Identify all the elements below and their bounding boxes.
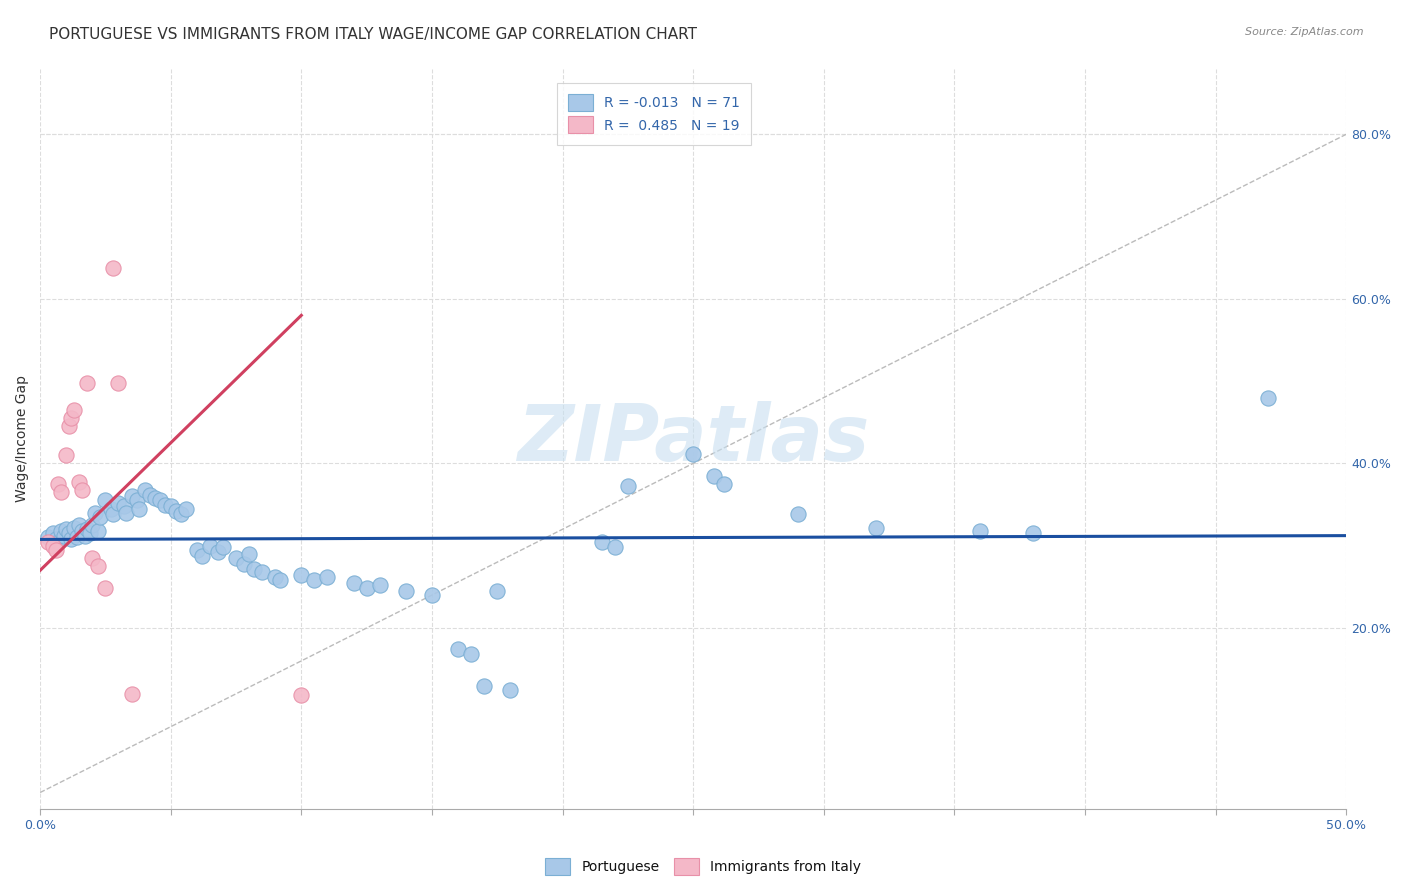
- Point: [447, 641, 470, 656]
- Point: [100, 501, 122, 516]
- Point: [48, 534, 70, 549]
- Point: [107, 496, 129, 510]
- Point: [703, 468, 725, 483]
- Point: [304, 574, 326, 588]
- Text: ZIPatlas: ZIPatlas: [517, 401, 869, 476]
- Point: [60, 532, 83, 546]
- Point: [165, 504, 187, 518]
- Text: Source: ZipAtlas.com: Source: ZipAtlas.com: [1246, 27, 1364, 37]
- Point: [55, 448, 77, 462]
- Point: [420, 588, 443, 602]
- Point: [865, 520, 887, 534]
- Point: [264, 570, 287, 584]
- Point: [48, 477, 70, 491]
- Point: [37, 531, 59, 545]
- Point: [243, 562, 266, 576]
- Point: [70, 483, 93, 497]
- Point: [107, 376, 129, 390]
- Point: [238, 547, 260, 561]
- Point: [63, 520, 86, 534]
- Point: [86, 524, 108, 538]
- Point: [94, 582, 117, 596]
- Point: [186, 542, 208, 557]
- Point: [121, 489, 143, 503]
- Point: [786, 508, 808, 522]
- Point: [176, 501, 198, 516]
- Point: [82, 551, 104, 566]
- Point: [207, 545, 229, 559]
- Point: [67, 475, 90, 489]
- Point: [63, 403, 86, 417]
- Legend: R = -0.013   N = 71, R =  0.485   N = 19: R = -0.013 N = 71, R = 0.485 N = 19: [557, 83, 751, 145]
- Legend: Portuguese, Immigrants from Italy: Portuguese, Immigrants from Italy: [540, 853, 866, 880]
- Point: [250, 565, 273, 579]
- Point: [460, 648, 482, 662]
- Point: [212, 541, 235, 555]
- Point: [159, 500, 181, 514]
- Point: [79, 526, 101, 541]
- Point: [149, 493, 172, 508]
- Point: [103, 260, 125, 275]
- Point: [499, 682, 522, 697]
- Point: [134, 483, 156, 497]
- Point: [121, 687, 143, 701]
- Point: [143, 491, 166, 505]
- Point: [603, 541, 626, 555]
- Point: [42, 526, 65, 541]
- Point: [82, 518, 104, 533]
- Point: [290, 567, 312, 582]
- Point: [112, 500, 135, 514]
- Point: [94, 493, 117, 508]
- Y-axis label: Wage/Income Gap: Wage/Income Gap: [15, 376, 30, 502]
- Point: [58, 419, 80, 434]
- Point: [269, 574, 291, 588]
- Point: [128, 501, 150, 516]
- Point: [1021, 526, 1043, 541]
- Point: [713, 477, 735, 491]
- Point: [342, 575, 364, 590]
- Point: [76, 376, 98, 390]
- Point: [617, 479, 640, 493]
- Point: [170, 508, 193, 522]
- Point: [60, 411, 83, 425]
- Point: [198, 539, 221, 553]
- Point: [115, 506, 138, 520]
- Point: [49, 485, 72, 500]
- Point: [45, 542, 67, 557]
- Point: [139, 488, 162, 502]
- Point: [472, 679, 495, 693]
- Point: [42, 539, 65, 553]
- Point: [52, 529, 75, 543]
- Text: PORTUGUESE VS IMMIGRANTS FROM ITALY WAGE/INCOME GAP CORRELATION CHART: PORTUGUESE VS IMMIGRANTS FROM ITALY WAGE…: [49, 27, 697, 42]
- Point: [84, 506, 107, 520]
- Point: [89, 509, 111, 524]
- Point: [591, 534, 613, 549]
- Point: [76, 522, 98, 536]
- Point: [191, 549, 214, 563]
- Point: [49, 524, 72, 538]
- Point: [1257, 391, 1279, 405]
- Point: [486, 584, 509, 599]
- Point: [395, 584, 418, 599]
- Point: [682, 446, 704, 460]
- Point: [368, 578, 391, 592]
- Point: [125, 493, 148, 508]
- Point: [969, 524, 991, 538]
- Point: [103, 508, 125, 522]
- Point: [67, 518, 90, 533]
- Point: [58, 526, 80, 541]
- Point: [232, 557, 254, 571]
- Point: [155, 498, 177, 512]
- Point: [66, 531, 89, 545]
- Point: [45, 532, 67, 546]
- Point: [55, 522, 77, 536]
- Point: [86, 559, 108, 574]
- Point: [70, 524, 93, 538]
- Point: [316, 570, 339, 584]
- Point: [290, 689, 312, 703]
- Point: [225, 551, 247, 566]
- Point: [73, 529, 96, 543]
- Point: [37, 534, 59, 549]
- Point: [356, 582, 378, 596]
